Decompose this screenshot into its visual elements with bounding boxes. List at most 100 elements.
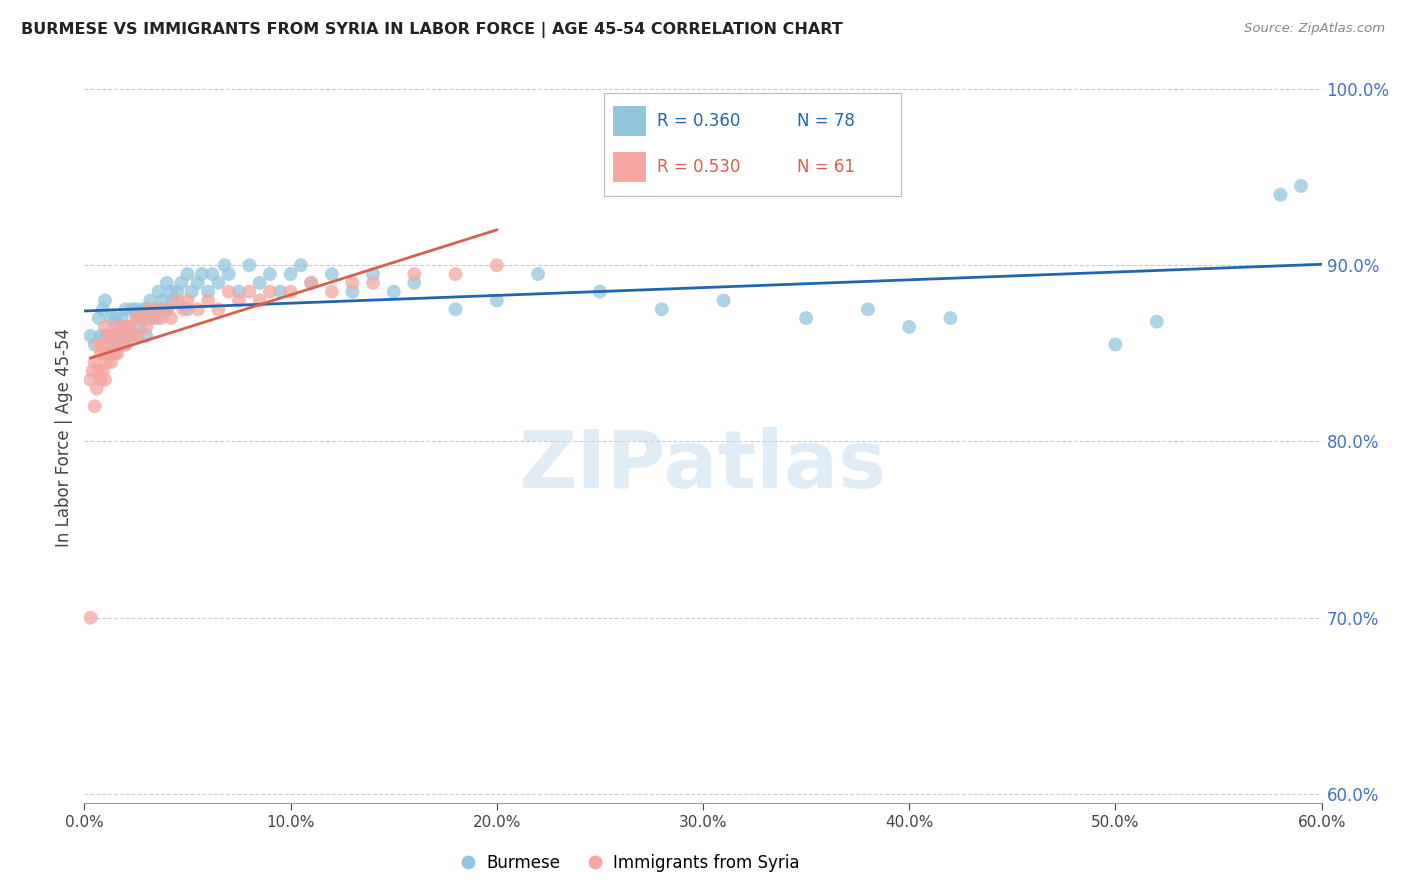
Point <box>117 328 139 343</box>
Point <box>172 302 194 317</box>
Point <box>83 337 105 351</box>
Point <box>141 302 163 317</box>
Point <box>1104 337 1126 351</box>
Point <box>94 293 117 308</box>
Point <box>269 285 291 299</box>
Point <box>145 302 167 317</box>
Y-axis label: In Labor Force | Age 45-54: In Labor Force | Age 45-54 <box>55 327 73 547</box>
Point <box>87 364 110 378</box>
Point <box>589 285 612 299</box>
Point <box>187 276 209 290</box>
Point <box>404 276 426 290</box>
Point <box>191 267 214 281</box>
Point <box>794 311 817 326</box>
Text: BURMESE VS IMMIGRANTS FROM SYRIA IN LABOR FORCE | AGE 45-54 CORRELATION CHART: BURMESE VS IMMIGRANTS FROM SYRIA IN LABO… <box>21 22 842 38</box>
Point <box>170 276 193 290</box>
Point <box>218 285 240 299</box>
Point <box>114 337 136 351</box>
Point <box>118 328 141 343</box>
Legend: Burmese, Immigrants from Syria: Burmese, Immigrants from Syria <box>451 847 807 879</box>
Point <box>321 267 343 281</box>
Point <box>108 320 131 334</box>
Point <box>259 285 281 299</box>
Point <box>180 285 202 299</box>
Point <box>90 328 112 343</box>
Point <box>156 302 179 317</box>
Point <box>207 276 229 290</box>
Point <box>156 302 179 317</box>
Point <box>166 285 188 299</box>
Point <box>651 302 673 317</box>
Point <box>299 276 322 290</box>
Point <box>290 258 312 272</box>
Point <box>176 293 198 308</box>
Point <box>197 293 219 308</box>
Point <box>1146 315 1168 329</box>
Point <box>249 276 271 290</box>
Point <box>104 311 127 326</box>
Point <box>104 346 127 360</box>
Point <box>207 302 229 317</box>
Point <box>82 364 104 378</box>
Point <box>83 399 105 413</box>
Point <box>939 311 962 326</box>
Point <box>110 337 132 351</box>
Point <box>127 311 149 326</box>
Point <box>342 276 364 290</box>
Point <box>90 346 112 360</box>
Point <box>176 302 198 317</box>
Point <box>321 285 343 299</box>
Point <box>129 311 152 326</box>
Point <box>898 320 921 334</box>
Point <box>108 328 131 343</box>
Point <box>228 293 250 308</box>
Point <box>103 346 125 360</box>
Point <box>201 267 224 281</box>
Point <box>149 302 172 317</box>
Point <box>103 328 125 343</box>
Point <box>114 337 136 351</box>
Text: ZIPatlas: ZIPatlas <box>519 427 887 506</box>
Point <box>713 293 735 308</box>
Point <box>856 302 879 317</box>
Point <box>125 302 148 317</box>
Point <box>86 382 108 396</box>
Point <box>160 311 183 326</box>
Point <box>112 320 135 334</box>
Point <box>129 320 152 334</box>
Point <box>127 328 149 343</box>
Point <box>105 346 128 360</box>
Point <box>98 337 121 351</box>
Point <box>105 337 128 351</box>
Point <box>404 267 426 281</box>
Point <box>485 258 508 272</box>
Point <box>361 276 384 290</box>
Point <box>1289 178 1312 193</box>
Point <box>91 337 114 351</box>
Point <box>228 285 250 299</box>
Point <box>218 267 240 281</box>
Point <box>299 276 322 290</box>
Point <box>382 285 405 299</box>
Point <box>342 285 364 299</box>
Point <box>162 293 184 308</box>
Point <box>94 328 117 343</box>
Point <box>166 293 188 308</box>
Point <box>136 311 159 326</box>
Point <box>485 293 508 308</box>
Point <box>149 311 172 326</box>
Point <box>361 267 384 281</box>
Point <box>1270 187 1292 202</box>
Point <box>83 355 105 369</box>
Point <box>91 364 114 378</box>
Point <box>139 293 162 308</box>
Point <box>114 320 136 334</box>
Point <box>121 302 143 317</box>
Point <box>238 285 260 299</box>
Point <box>118 320 141 334</box>
Point <box>249 293 271 308</box>
Point <box>90 373 112 387</box>
Point <box>100 355 122 369</box>
Text: Source: ZipAtlas.com: Source: ZipAtlas.com <box>1244 22 1385 36</box>
Point <box>136 302 159 317</box>
